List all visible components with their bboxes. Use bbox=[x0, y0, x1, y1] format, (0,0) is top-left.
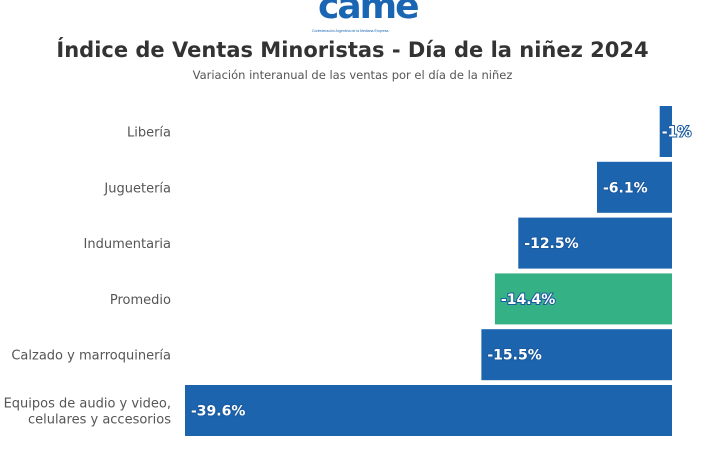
bar-4 bbox=[481, 329, 672, 381]
value-label-0: -1% bbox=[662, 125, 692, 141]
bar-2 bbox=[518, 217, 672, 269]
came-logo: came Confederación Argentina de la Media… bbox=[312, 0, 420, 34]
category-label-1: Juguetería bbox=[103, 181, 171, 196]
category-label-5-0: Equipos de audio y video, bbox=[4, 397, 171, 412]
chart-title: Índice de Ventas Minoristas - Día de la … bbox=[56, 38, 649, 62]
chart-subtitle: Variación interanual de las ventas por e… bbox=[192, 68, 513, 82]
value-label-4: -15.5% bbox=[487, 348, 541, 364]
category-label-4: Calzado y marroquinería bbox=[11, 349, 171, 364]
value-label-1: -6.1% bbox=[603, 180, 648, 196]
value-label-3: -14.4% bbox=[501, 292, 555, 308]
category-label-5-1: celulares y accesorios bbox=[28, 413, 171, 428]
category-label-0: Libería bbox=[127, 126, 171, 141]
category-label-3: Promedio bbox=[110, 293, 171, 308]
logo-subtitle: Confederación Argentina de la Mediana Em… bbox=[312, 29, 389, 33]
category-label-2: Indumentaria bbox=[84, 237, 171, 252]
value-label-2: -12.5% bbox=[524, 236, 578, 252]
bar-3 bbox=[494, 273, 672, 325]
logo-wordmark: came bbox=[318, 0, 420, 27]
bar-0 bbox=[659, 106, 672, 157]
value-label-5: -39.6% bbox=[191, 404, 245, 420]
bar-5 bbox=[185, 385, 672, 436]
bar-1 bbox=[596, 161, 672, 213]
